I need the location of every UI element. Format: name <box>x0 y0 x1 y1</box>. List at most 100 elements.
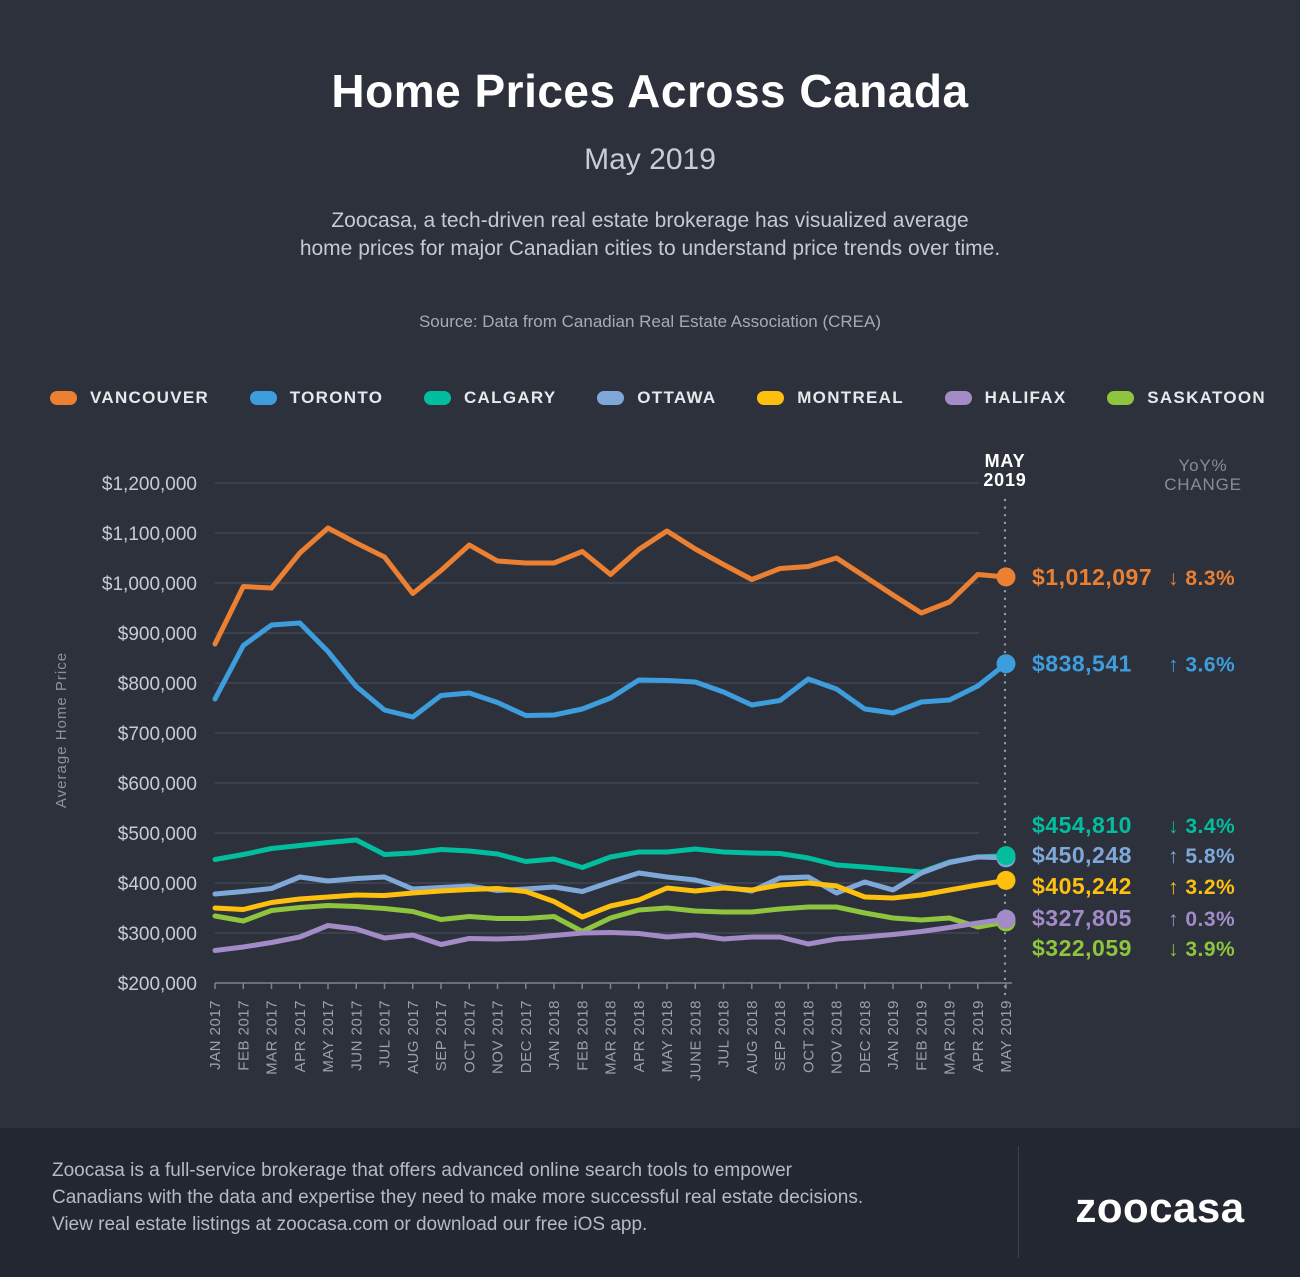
x-axis-tick-label: MAY 2017 <box>320 1000 337 1073</box>
y-axis-tick-label: $300,000 <box>118 924 197 945</box>
x-axis-tick-label: FEB 2018 <box>574 1000 591 1071</box>
series-endpoint-halifax[interactable] <box>996 909 1016 929</box>
y-axis-tick-label: $400,000 <box>118 874 197 895</box>
yoy-label-halifax: ↑ 0.3% <box>1168 908 1235 931</box>
y-axis-tick-label: $200,000 <box>118 974 197 995</box>
legend-swatch-montreal <box>757 391 785 405</box>
yoy-label-toronto: ↑ 3.6% <box>1168 654 1235 677</box>
yoy-label-saskatoon: ↓ 3.9% <box>1168 938 1235 961</box>
yoy-label-montreal: ↑ 3.2% <box>1168 876 1235 899</box>
x-axis-tick-label: OCT 2018 <box>800 1000 817 1073</box>
legend-item-ottawa[interactable]: OTTAWA <box>597 388 716 408</box>
y-axis-tick-label: $700,000 <box>118 724 197 745</box>
page-title: Home Prices Across Canada <box>331 65 969 117</box>
value-label-halifax: $327,805 <box>1032 905 1132 931</box>
yoy-column-header: YoY% CHANGE <box>1140 456 1266 494</box>
x-axis-tick-label: APR 2017 <box>292 1000 309 1072</box>
series-endpoint-calgary[interactable] <box>996 846 1016 866</box>
x-axis-tick-label: OCT 2017 <box>461 1000 478 1073</box>
y-axis-tick-label: $900,000 <box>118 624 197 645</box>
value-label-montreal: $405,242 <box>1032 873 1132 899</box>
series-line-toronto[interactable] <box>212 620 1009 720</box>
x-axis-tick-label: JAN 2019 <box>885 1000 902 1070</box>
x-axis-tick-label: MAY 2018 <box>659 1000 676 1073</box>
footer-line-3: View real estate listings at zoocasa.com… <box>52 1214 648 1235</box>
yoy-label-calgary: ↓ 3.4% <box>1168 815 1235 838</box>
description-line-1: Zoocasa, a tech-driven real estate broke… <box>331 209 969 232</box>
legend-swatch-vancouver <box>50 391 77 405</box>
x-axis-tick-label: MAR 2018 <box>603 1000 620 1075</box>
footer-bar: Zoocasa is a full-service brokerage that… <box>0 1128 1300 1277</box>
legend-label-ottawa: OTTAWA <box>637 388 717 407</box>
legend-swatch-calgary <box>423 391 451 405</box>
x-axis-tick-label: JUL 2017 <box>377 1000 394 1068</box>
x-axis-tick-label: AUG 2017 <box>405 1000 422 1074</box>
series-endpoint-vancouver[interactable] <box>996 567 1016 587</box>
legend-item-montreal[interactable]: MONTREAL <box>757 388 904 408</box>
x-axis-tick-label: JUL 2018 <box>716 1000 733 1068</box>
series-line-vancouver[interactable] <box>212 525 1009 647</box>
series-endpoint-montreal[interactable] <box>996 870 1016 890</box>
footer-text: Zoocasa is a full-service brokerage that… <box>52 1157 863 1238</box>
x-axis-tick-label: FEB 2019 <box>913 1000 930 1071</box>
chart-legend: VANCOUVER TORONTO CALGARY OTTAWA MONTREAL HAL… <box>50 388 1266 408</box>
y-axis-tick-label: $600,000 <box>118 774 197 795</box>
legend-label-montreal: MONTREAL <box>797 388 904 407</box>
legend-swatch-saskatoon <box>1107 391 1135 405</box>
series-line-ottawa[interactable] <box>212 854 1009 897</box>
y-axis-tick-label: $1,000,000 <box>102 574 197 595</box>
legend-label-vancouver: VANCOUVER <box>90 388 210 407</box>
x-axis-tick-label: SEP 2018 <box>772 1000 789 1071</box>
series-line-saskatoon[interactable] <box>212 903 1009 934</box>
yoy-header-line-2: CHANGE <box>1164 475 1242 494</box>
x-axis-tick-label: NOV 2017 <box>490 1000 507 1074</box>
legend-item-saskatoon[interactable]: SASKATOON <box>1107 388 1266 408</box>
legend-item-calgary[interactable]: CALGARY <box>423 388 557 408</box>
x-axis-tick-label: SEP 2017 <box>433 1000 450 1071</box>
y-axis-tick-label: $500,000 <box>118 824 197 845</box>
series-line-calgary[interactable] <box>212 837 1009 875</box>
zoocasa-logo: zoocasa <box>1075 1184 1245 1231</box>
legend-item-halifax[interactable]: HALIFAX <box>944 388 1067 408</box>
series-line-halifax[interactable] <box>212 916 1009 953</box>
x-axis-tick-label: JUNE 2018 <box>687 1000 704 1081</box>
x-axis-tick-label: APR 2018 <box>631 1000 648 1072</box>
footer-line-1: Zoocasa is a full-service brokerage that… <box>52 1160 792 1181</box>
yoy-label-vancouver: ↓ 8.3% <box>1168 567 1235 590</box>
legend-item-toronto[interactable]: TORONTO <box>249 388 383 408</box>
source-note: Source: Data from Canadian Real Estate A… <box>418 312 882 331</box>
x-axis-tick-label: FEB 2017 <box>235 1000 252 1071</box>
value-label-vancouver: $1,012,097 <box>1032 564 1152 590</box>
legend-swatch-toronto <box>249 391 277 405</box>
current-month-line-1: MAY <box>984 451 1026 471</box>
x-axis-tick-label: DEC 2018 <box>857 1000 874 1073</box>
legend-item-vancouver[interactable]: VANCOUVER <box>50 388 209 408</box>
x-axis-tick-label: NOV 2018 <box>829 1000 846 1074</box>
x-axis-tick-label: APR 2019 <box>970 1000 987 1072</box>
page-description: Zoocasa, a tech-driven real estate broke… <box>0 207 1300 263</box>
yoy-header-line-1: YoY% <box>1178 456 1228 475</box>
legend-label-saskatoon: SASKATOON <box>1147 388 1266 407</box>
y-axis-tick-label: $1,200,000 <box>102 474 197 495</box>
x-axis-tick-label: JAN 2017 <box>207 1000 224 1070</box>
y-axis-tick-label: $1,100,000 <box>102 524 197 545</box>
x-axis-tick-label: MAY 2019 <box>998 1000 1015 1073</box>
series-endpoint-toronto[interactable] <box>996 654 1016 674</box>
description-line-2: home prices for major Canadian cities to… <box>299 237 1001 260</box>
x-axis-tick-label: MAR 2017 <box>264 1000 281 1075</box>
legend-label-halifax: HALIFAX <box>984 388 1067 407</box>
x-axis-tick-label: MAR 2019 <box>942 1000 959 1075</box>
legend-swatch-halifax <box>944 391 972 405</box>
x-axis-tick-label: DEC 2017 <box>518 1000 535 1073</box>
current-month-header: MAY 2019 <box>965 452 1045 490</box>
series-line-montreal[interactable] <box>212 877 1009 920</box>
value-label-calgary: $454,810 <box>1032 812 1132 838</box>
legend-label-calgary: CALGARY <box>463 388 557 407</box>
yoy-label-ottawa: ↑ 5.8% <box>1168 845 1235 868</box>
footer-divider <box>1018 1146 1019 1258</box>
page-subtitle: May 2019 <box>584 143 716 176</box>
current-month-line-2: 2019 <box>983 470 1027 490</box>
value-label-ottawa: $450,248 <box>1032 842 1132 868</box>
